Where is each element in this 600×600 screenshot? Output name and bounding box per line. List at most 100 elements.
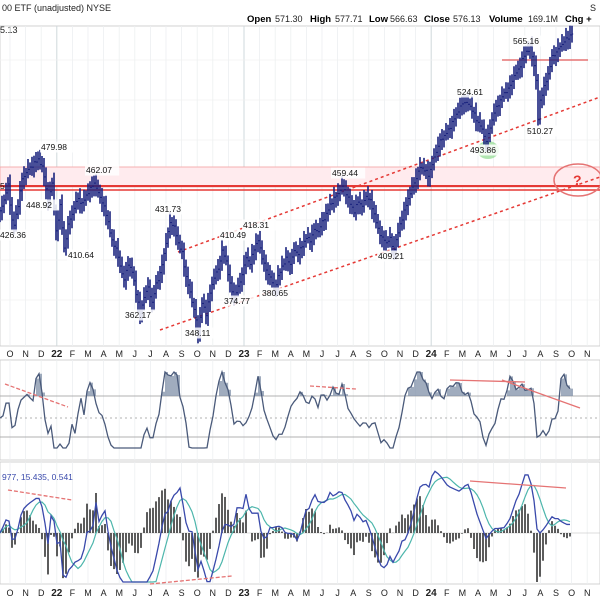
x-tick-label: A [163,349,169,359]
annotation-label: 448.92 [26,200,52,210]
ohlc-bar [304,234,308,248]
ohlc-bar [158,265,162,290]
ohlc-bar [384,230,388,251]
ohlc-bar [110,229,114,247]
ohlc-bar [122,265,126,288]
ohlc-bar [364,191,368,206]
x-tick-label-bottom: A [350,588,356,598]
x-tick-label: F [70,349,76,359]
ohlc-bar [324,203,328,230]
ohlc-bar [238,272,242,294]
ohlc-bar [378,220,382,245]
x-tick-label: F [257,349,263,359]
ohlc-bar [520,51,524,78]
ohlc-bar [218,255,222,280]
ohlc-bar [514,64,518,80]
ohlc-bar [178,234,182,254]
annotation-label: 565.16 [513,36,539,46]
price-panel-frame [0,25,600,347]
macd-params: 977, 15.435, 0.541 [2,472,73,482]
ohlc-bar [318,217,322,238]
ohlc-bar [154,274,158,299]
ohlc-bar [14,205,18,232]
macd-params-label: 977, 15.435, 0.541 [2,472,73,482]
ohlc-bar [78,188,82,214]
x-tick-label-bottom: 22 [51,588,63,599]
ohlc-bar [270,270,274,288]
ohlc-bar [224,245,228,266]
ohlc-bar [480,119,484,134]
x-tick-label-bottom: M [84,588,92,598]
annotation-bg [25,199,60,211]
x-tick-label: 24 [426,349,438,360]
x-tick-label: O [194,349,201,359]
x-tick-label: N [210,349,217,359]
annotation-label: 493.86 [470,145,496,155]
ohlc-bar [314,219,318,240]
annotation-label: 380.65 [262,288,288,298]
ohlc-bar [546,66,550,91]
ohlc-bar [168,212,172,239]
ohlc-bar [208,284,212,312]
ohlc-bar [60,194,64,235]
ohlc-bar [490,112,494,134]
x-tick-label: N [397,349,404,359]
breakout-question-ellipse [553,163,600,197]
rsi-line [0,369,571,449]
x-tick-label: O [568,349,575,359]
ohlc-bar [516,60,520,80]
price-annotation: 409.21 [377,250,412,262]
ohlc-bar [176,226,180,250]
annotation-bg [331,167,366,179]
ohlc-bar [474,102,478,132]
macd-divergence-1 [7,489,73,501]
open-label: Open [247,14,271,25]
annotation-bg [469,144,504,156]
ohlc-bar [558,42,562,58]
ohlc-bar [504,82,508,99]
annotation-bg [223,295,258,307]
ohlc-bar [200,297,204,324]
ohlc-bar [372,201,376,223]
ohlc-bar [66,216,70,249]
annotation-label: 431.73 [155,204,181,214]
left-price-value: 5.13 [0,25,18,35]
x-tick-label-bottom: S [553,588,559,598]
ohlc-bar [358,191,362,215]
x-axis: O N D 22 F M A M J J A S O N D 23 F M A M J J A S O N D 24 F M A M J J A S O… [6,349,590,360]
x-tick-label-bottom: S [366,588,372,598]
price-annotation: 431.73 [154,203,189,215]
close-value: 576.13 [453,14,481,24]
x-tick-label-bottom: A [288,588,294,598]
x-tick-label: A [288,349,294,359]
ohlc-bar [312,223,316,246]
ohlc-bar [174,219,178,246]
ohlc-bar [556,38,560,63]
annotation-label: 426.36 [0,230,26,240]
ohlc-bar [70,205,74,229]
annotation-bg [526,125,561,137]
rsi-overbought-fill [27,372,573,396]
x-tick-label: A [350,349,356,359]
ohlc-bar [246,247,250,268]
annotation-label: 418.31 [243,220,269,230]
ohlc-bar [566,30,570,50]
open-value: 571.30 [275,14,303,24]
ohlc-bar [204,299,208,325]
ohlc-bar [562,36,566,51]
x-tick-label-bottom: D [225,588,232,598]
ohlc-bar [252,245,256,265]
ohlc-bar [152,285,156,311]
x-tick-label: J [507,349,512,359]
ohlc-bar [100,187,104,213]
low-value: 566.63 [390,14,418,24]
x-tick-label: D [412,349,419,359]
ohlc-bar [456,102,460,119]
volume-value: 169.1M [528,14,558,24]
ohlc-bar [482,119,486,145]
macd-line [0,470,570,583]
ohlc-bar [2,194,6,214]
ohlc-bar [192,297,196,318]
